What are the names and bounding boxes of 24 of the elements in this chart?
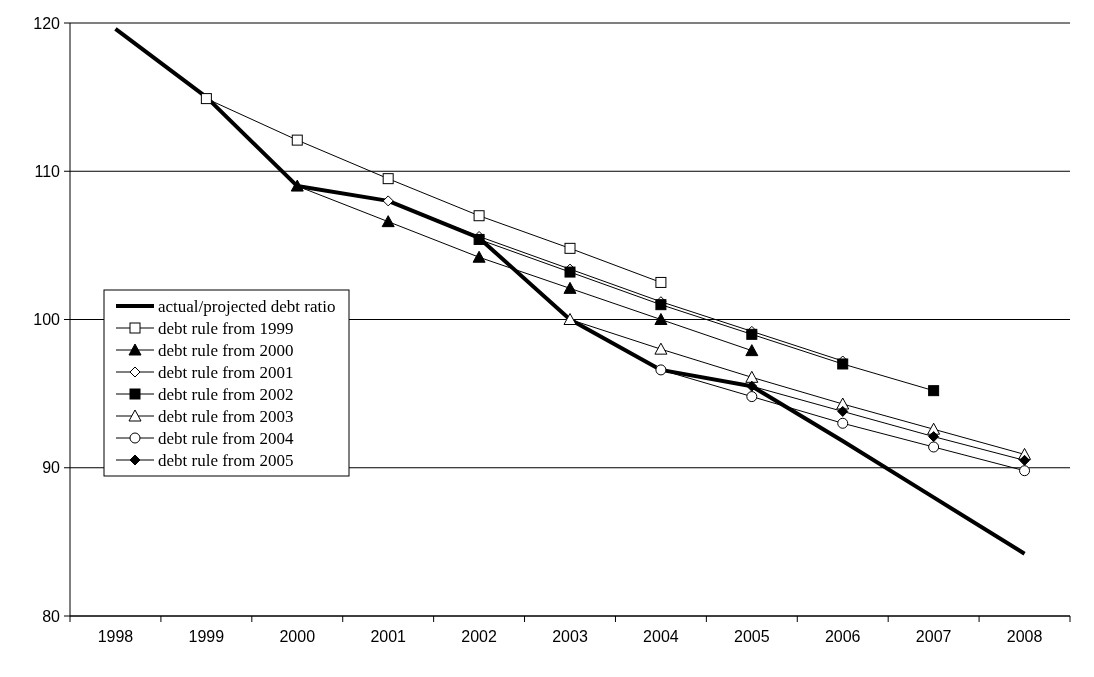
x-tick-label: 2000: [279, 628, 316, 645]
x-tick-label: 1999: [188, 628, 225, 645]
legend-label: debt rule from 2005: [158, 450, 294, 470]
y-tick-label: 120: [33, 14, 61, 32]
x-tick-label: 2005: [734, 628, 770, 645]
y-tick-label: 110: [34, 162, 61, 180]
x-tick-label: 2007: [915, 628, 952, 645]
y-tick-label: 90: [42, 459, 61, 477]
legend-label: debt rule from 2001: [158, 362, 294, 382]
legend-label: debt rule from 2004: [158, 428, 294, 448]
legend-label: actual/projected debt ratio: [158, 296, 336, 316]
x-tick-label: 2006: [824, 628, 861, 645]
x-tick-label: 1998: [97, 628, 134, 645]
legend-label: debt rule from 2002: [158, 384, 294, 404]
y-tick-label: 100: [33, 311, 61, 329]
x-tick-label: 2004: [643, 628, 679, 645]
legend-label: debt rule from 2000: [158, 340, 294, 360]
x-tick-label: 2008: [1006, 628, 1043, 645]
legend-label: debt rule from 1999: [158, 318, 294, 338]
x-tick-label: 2003: [552, 628, 588, 645]
legend-label: debt rule from 2003: [158, 406, 294, 426]
y-tick-label: 80: [42, 607, 61, 625]
x-tick-label: 2001: [370, 628, 407, 645]
x-tick-label: 2002: [461, 628, 497, 645]
